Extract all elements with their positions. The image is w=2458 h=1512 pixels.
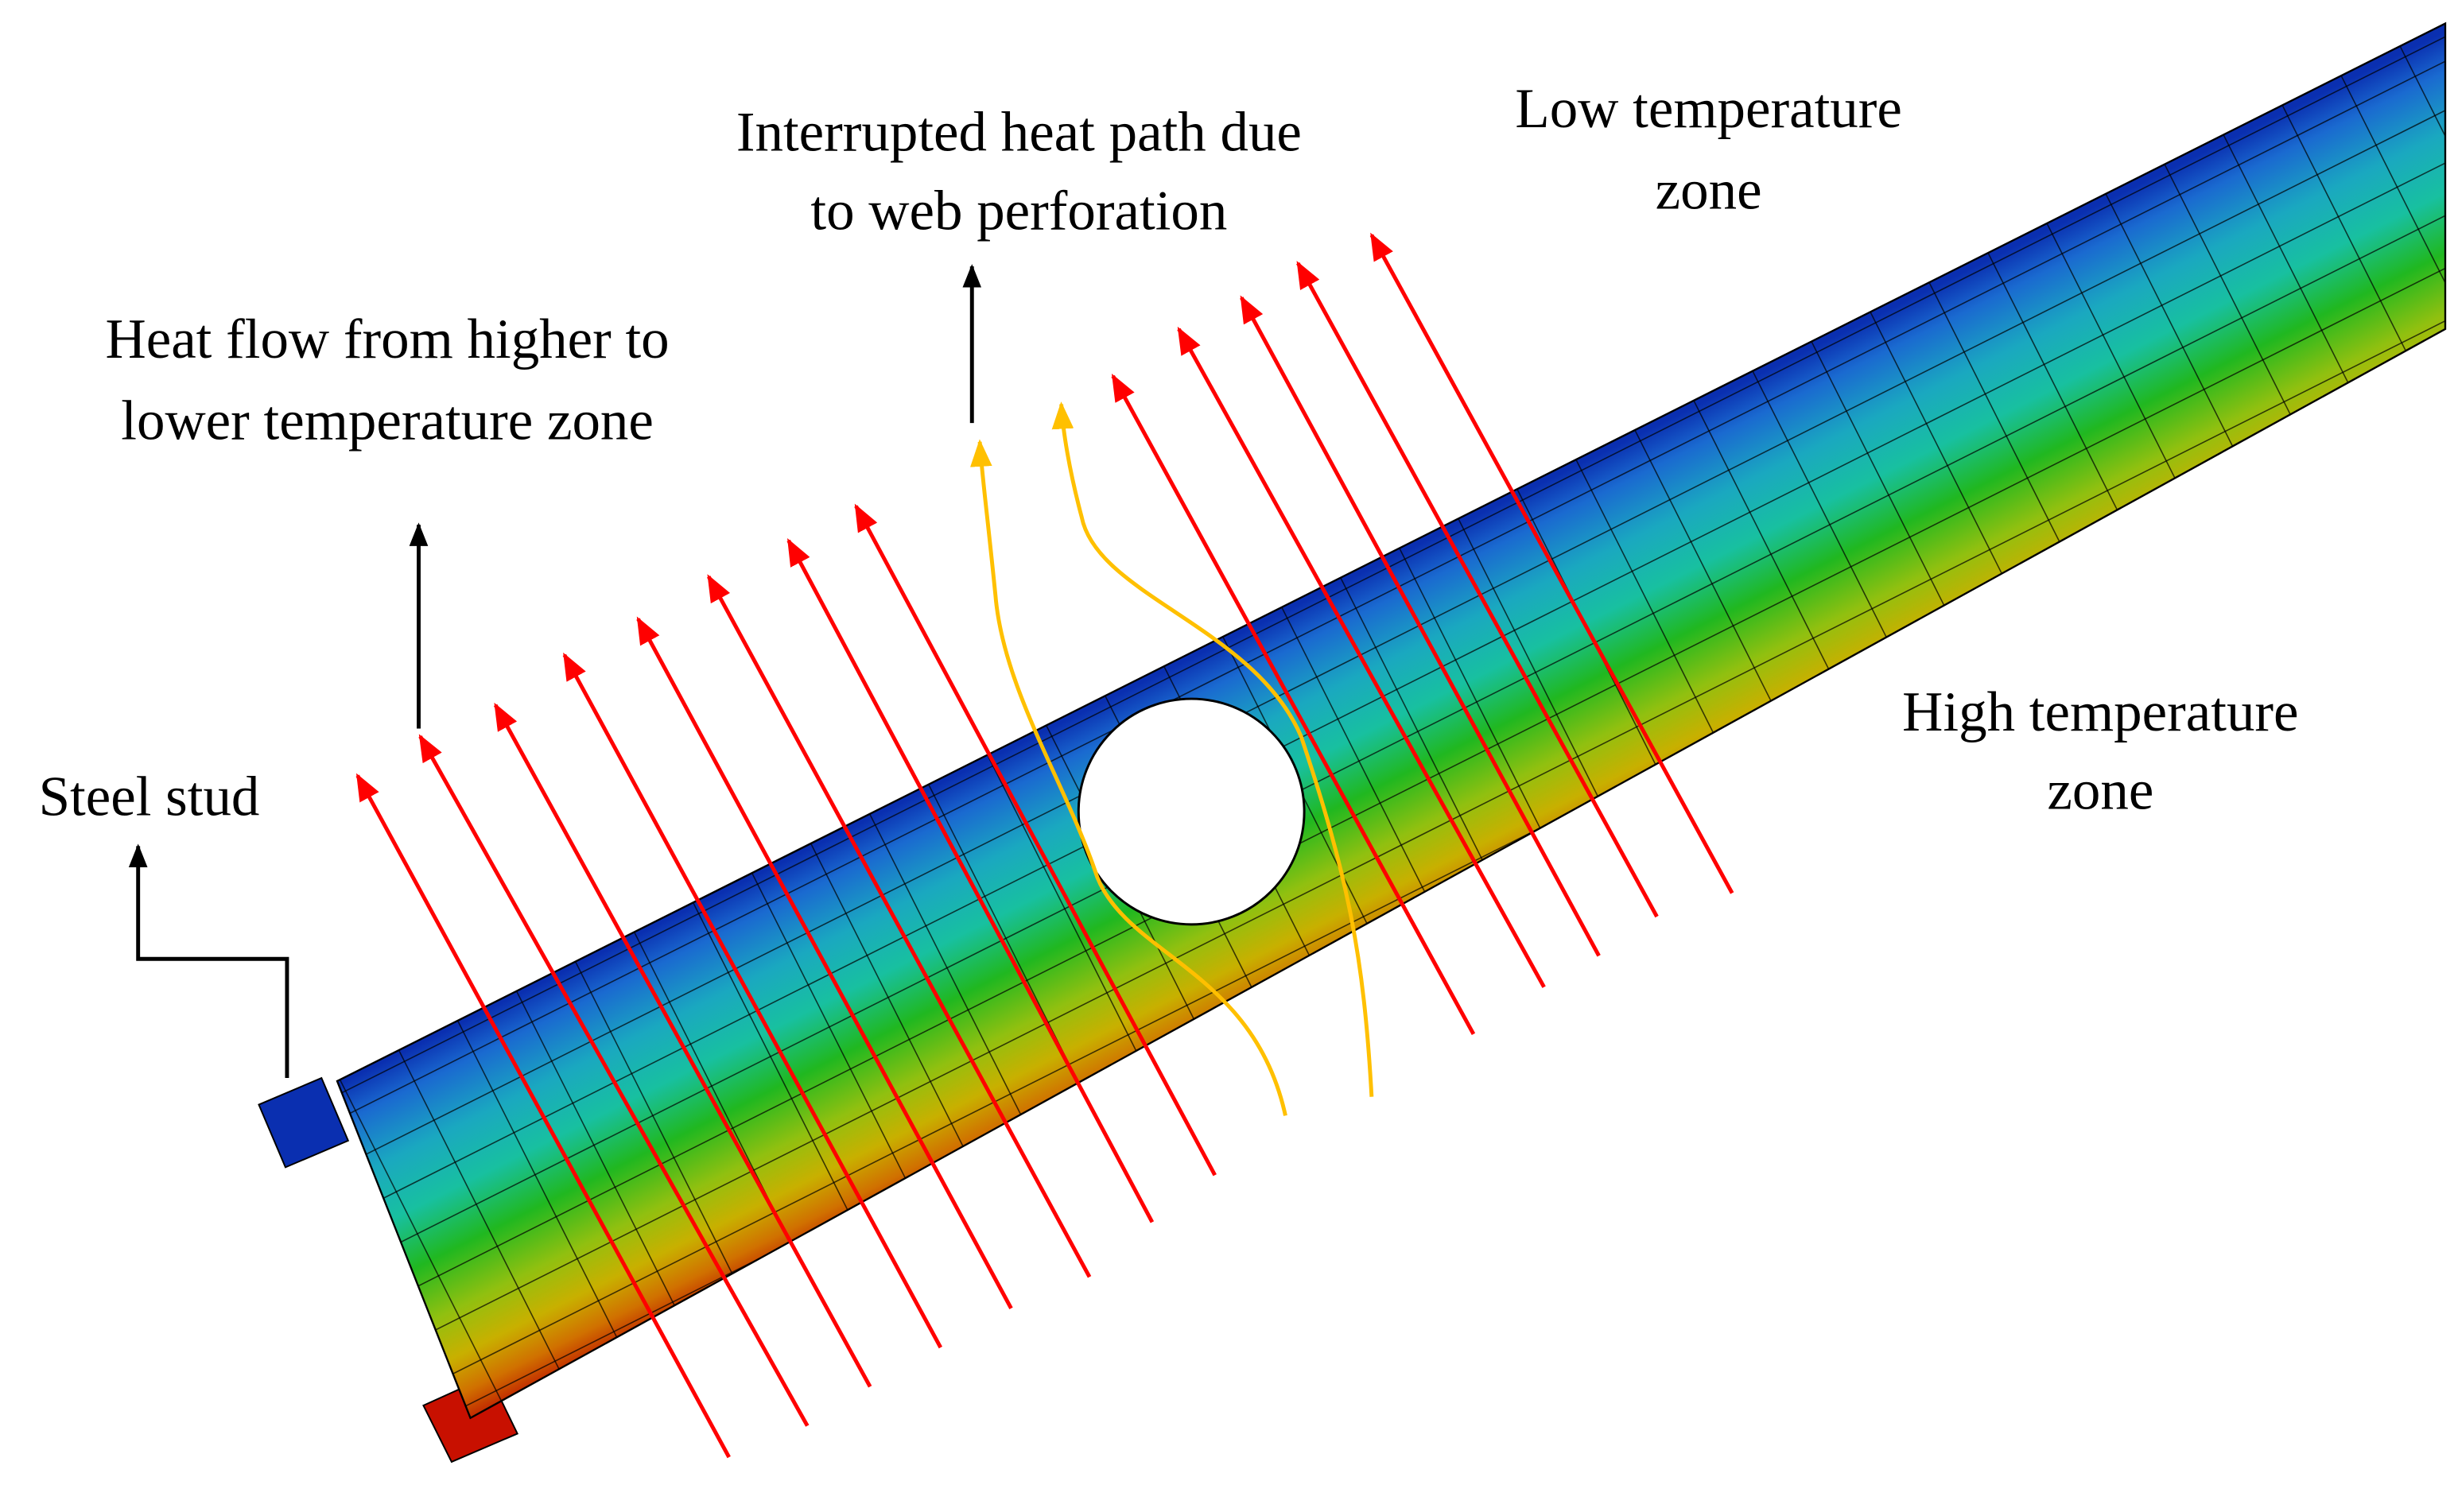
heat-flow-arrow bbox=[706, 574, 1092, 1278]
label: zone bbox=[1656, 160, 1762, 222]
label: Heat flow from higher to bbox=[105, 308, 669, 370]
web-hole bbox=[1077, 697, 1306, 926]
mesh-line bbox=[2385, 23, 2445, 410]
mesh-line bbox=[502, 963, 701, 1356]
heat-flow-arrow bbox=[1240, 295, 1601, 957]
interrupted-path bbox=[1051, 401, 1374, 1097]
heat-flow-arrow bbox=[636, 616, 1013, 1309]
label: Interrupted heat path due bbox=[736, 102, 1302, 164]
mesh-line bbox=[2326, 46, 2445, 440]
heat-flow-arrow bbox=[1296, 261, 1659, 918]
heat-flow-arrow bbox=[493, 702, 872, 1388]
mesh-line bbox=[796, 815, 995, 1208]
mesh-line bbox=[337, 23, 2445, 1234]
label: zone bbox=[2047, 760, 2153, 822]
mesh-line bbox=[337, 23, 2445, 1293]
mesh-line bbox=[855, 785, 1054, 1179]
mesh-line bbox=[737, 844, 936, 1238]
heat-flow-arrow bbox=[1177, 326, 1546, 988]
heat-flow-arrow bbox=[1369, 232, 1734, 894]
stud-web bbox=[336, 21, 2447, 1420]
heat-flow-arrow bbox=[786, 537, 1155, 1223]
label: Low temperature bbox=[1515, 78, 1901, 140]
heat-flow-arrow bbox=[1111, 374, 1476, 1036]
mesh-line bbox=[443, 992, 642, 1386]
heat-flow-arrow bbox=[562, 652, 943, 1349]
heat-flow-arrows bbox=[355, 232, 1734, 1459]
label: High temperature bbox=[1902, 681, 2298, 743]
mesh-line bbox=[337, 1051, 524, 1418]
mesh-line bbox=[384, 1022, 583, 1415]
leader-arrow bbox=[128, 843, 289, 1079]
label: lower temperature zone bbox=[121, 390, 654, 452]
heat-flow-arrow bbox=[418, 734, 810, 1427]
label: Steel stud bbox=[39, 766, 260, 828]
mesh-line bbox=[561, 932, 759, 1327]
mesh-line bbox=[678, 874, 877, 1267]
top-flange bbox=[258, 1076, 350, 1169]
mesh-line bbox=[2444, 23, 2445, 381]
heat-flow-arrow bbox=[355, 773, 731, 1459]
label: to web perforation bbox=[810, 180, 1227, 242]
interrupted-path bbox=[970, 439, 1287, 1116]
mesh-line bbox=[337, 23, 2445, 1254]
mesh-line bbox=[337, 23, 2445, 1335]
heat-flow-arrow bbox=[854, 503, 1217, 1177]
